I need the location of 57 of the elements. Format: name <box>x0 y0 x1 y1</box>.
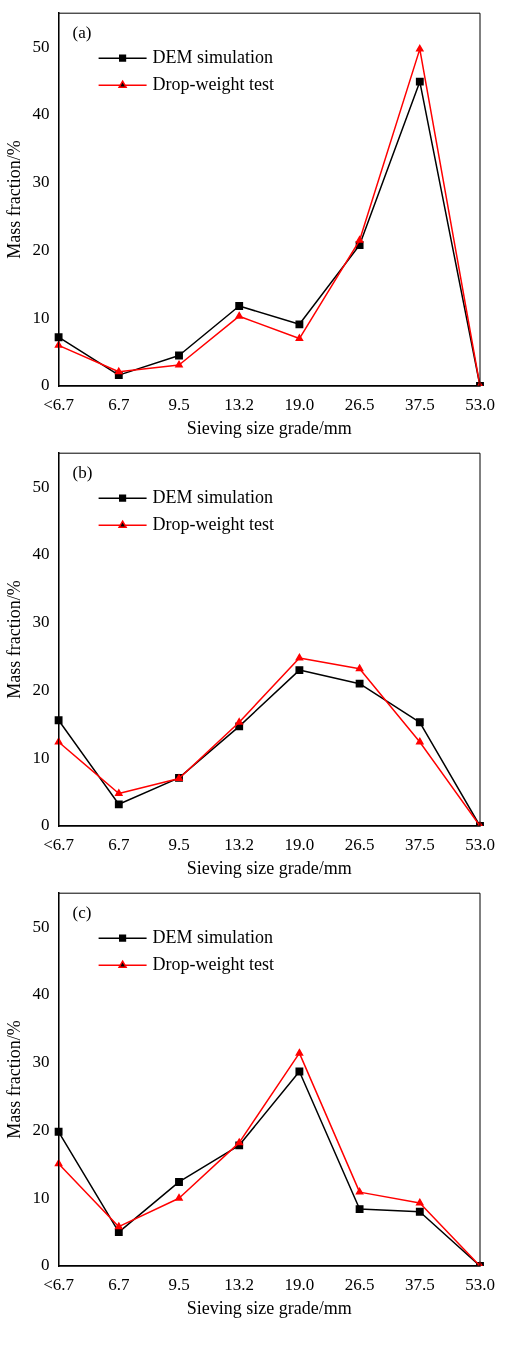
y-tick-label: 20 <box>32 679 50 699</box>
y-tick-label: 40 <box>32 984 50 1004</box>
x-tick-label: 19.0 <box>284 834 315 854</box>
y-tick-label: 50 <box>32 916 50 936</box>
annotation: (a) <box>72 23 92 43</box>
x-tick-label: 6.7 <box>108 394 130 414</box>
x-tick-label: 26.5 <box>344 834 375 854</box>
y-tick-label: 30 <box>32 612 50 632</box>
y-tick-label: 40 <box>32 544 50 564</box>
y-axis-title: Mass fraction/% <box>3 580 24 699</box>
x-tick-label: 9.5 <box>168 394 190 414</box>
y-tick-label: 20 <box>32 1119 50 1139</box>
y-tick-label: 10 <box>32 1187 50 1207</box>
legend-label: DEM simulation <box>152 46 274 67</box>
x-tick-label: 9.5 <box>168 1274 190 1294</box>
x-tick-label: <6.7 <box>43 1274 75 1294</box>
y-tick-label: 30 <box>32 172 50 192</box>
y-tick-label: 20 <box>32 239 50 259</box>
x-tick-label: 53.0 <box>465 1274 495 1294</box>
x-tick-label: 6.7 <box>108 1274 130 1294</box>
y-axis-title: Mass fraction/% <box>3 140 24 259</box>
x-tick-label: 37.5 <box>404 394 435 414</box>
x-tick-label: 19.0 <box>284 394 315 414</box>
x-tick-label: <6.7 <box>43 834 75 854</box>
y-axis-title: Mass fraction/% <box>3 1020 24 1139</box>
y-tick-label: 0 <box>41 1255 50 1275</box>
x-tick-label: 37.5 <box>404 1274 435 1294</box>
y-tick-label: 0 <box>41 815 50 835</box>
legend-label: Drop-weight test <box>152 73 275 94</box>
x-tick-label: 13.2 <box>224 834 255 854</box>
legend-label: DEM simulation <box>152 926 274 947</box>
x-axis-title: Sieving size grade/mm <box>186 857 352 878</box>
x-tick-label: 53.0 <box>465 394 495 414</box>
x-tick-label: 13.2 <box>224 394 255 414</box>
y-tick-label: 0 <box>41 375 50 395</box>
x-tick-label: 26.5 <box>344 1274 375 1294</box>
x-axis-title: Sieving size grade/mm <box>186 1297 352 1318</box>
x-tick-label: 9.5 <box>168 834 190 854</box>
annotation: (c) <box>72 903 92 923</box>
x-tick-label: <6.7 <box>43 394 75 414</box>
legend-label: Drop-weight test <box>152 513 275 534</box>
x-tick-label: 53.0 <box>465 834 495 854</box>
x-tick-label: 19.0 <box>284 1274 315 1294</box>
y-tick-label: 10 <box>32 307 50 327</box>
annotation: (b) <box>72 463 93 483</box>
x-tick-label: 26.5 <box>344 394 375 414</box>
y-tick-label: 10 <box>32 747 50 767</box>
legend-label: DEM simulation <box>152 486 274 507</box>
y-tick-label: 40 <box>32 104 50 124</box>
y-tick-label: 50 <box>32 476 50 496</box>
legend-label: Drop-weight test <box>152 953 275 974</box>
x-tick-label: 13.2 <box>224 1274 255 1294</box>
y-tick-label: 30 <box>32 1052 50 1072</box>
y-tick-label: 50 <box>32 36 50 56</box>
x-tick-label: 37.5 <box>404 834 435 854</box>
x-axis-title: Sieving size grade/mm <box>186 417 352 438</box>
x-tick-label: 6.7 <box>108 834 130 854</box>
